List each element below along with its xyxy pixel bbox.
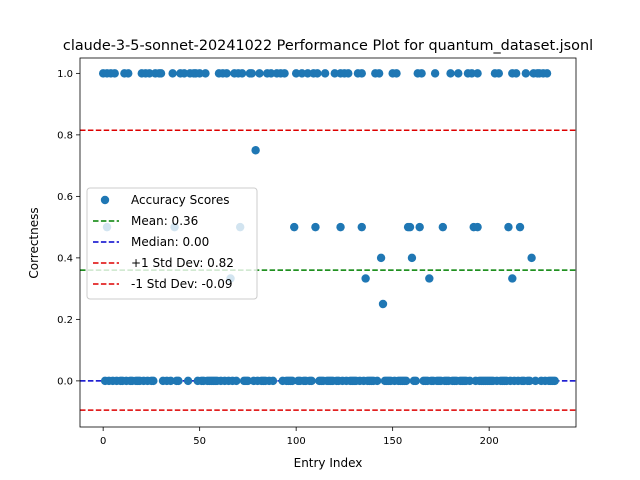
data-point: [195, 69, 204, 78]
x-tick-label: 100: [287, 436, 306, 447]
legend-label: Accuracy Scores: [131, 193, 229, 207]
data-point: [288, 376, 297, 386]
data-points: [98, 69, 559, 386]
data-point: [473, 222, 482, 232]
data-point: [361, 274, 370, 283]
data-point: [180, 69, 189, 78]
plot-frame: [79, 57, 577, 428]
data-point: [174, 376, 183, 386]
legend-label: Median: 0.00: [131, 235, 209, 249]
data-point: [266, 69, 276, 78]
data-point: [237, 69, 247, 78]
data-point: [357, 69, 366, 78]
data-point: [232, 376, 241, 386]
data-point: [473, 69, 482, 78]
data-point: [373, 376, 382, 386]
data-point: [521, 69, 531, 78]
data-point: [465, 376, 475, 386]
data-point: [311, 222, 320, 232]
legend-label: +1 Std Dev: 0.82: [131, 256, 234, 270]
data-point: [303, 69, 312, 78]
data-point: [511, 69, 521, 78]
data-point: [124, 69, 133, 78]
data-point: [415, 222, 424, 232]
y-axis-label: Correctness: [27, 207, 41, 278]
y-tick-label: 0.8: [57, 130, 73, 141]
x-tick-label: 50: [193, 436, 206, 447]
legend-marker: [100, 195, 110, 205]
chart-title: claude-3-5-sonnet-20241022 Performance P…: [63, 38, 593, 54]
data-point: [438, 222, 448, 232]
data-point: [201, 69, 210, 78]
legend: Accuracy Scores Mean: 0.36 Median: 0.00 +1 …: [86, 187, 258, 300]
data-point: [417, 69, 426, 78]
data-point: [336, 222, 345, 232]
legend-label: -1 Std Dev: -0.09: [131, 277, 233, 291]
x-axis-ticks: 0 50 100 150 200: [100, 427, 499, 447]
data-point: [243, 376, 253, 386]
data-point: [467, 69, 476, 78]
x-tick-label: 150: [383, 436, 402, 447]
data-point: [297, 69, 307, 78]
data-point: [183, 376, 193, 386]
data-point: [110, 69, 119, 78]
data-point: [290, 222, 299, 232]
data-point: [357, 222, 366, 232]
data-point: [430, 69, 440, 78]
data-point: [344, 69, 353, 78]
legend-box: [86, 187, 258, 300]
data-point: [407, 253, 417, 263]
y-tick-label: 0.4: [57, 253, 73, 264]
data-point: [376, 253, 386, 263]
data-point: [168, 69, 177, 78]
data-point: [251, 146, 260, 155]
data-point: [307, 376, 316, 386]
data-point: [454, 69, 463, 78]
data-point: [494, 69, 504, 78]
data-point: [411, 376, 421, 386]
data-point: [156, 69, 166, 78]
data-point: [247, 69, 256, 78]
data-point: [378, 299, 388, 309]
data-point: [313, 69, 322, 78]
data-point: [374, 69, 384, 78]
data-point: [149, 376, 158, 386]
data-point: [222, 69, 231, 78]
data-point: [504, 222, 513, 232]
x-axis-label: Entry Index: [294, 456, 363, 470]
data-point: [320, 69, 330, 78]
data-point: [515, 222, 525, 232]
data-point: [425, 274, 434, 283]
data-point: [291, 69, 301, 78]
data-point: [405, 222, 415, 232]
data-point: [145, 69, 154, 78]
data-point: [446, 69, 455, 78]
data-point: [330, 69, 339, 78]
data-point: [550, 376, 559, 386]
data-point: [527, 253, 536, 263]
data-point: [392, 69, 401, 78]
y-tick-label: 0.0: [57, 376, 73, 387]
y-tick-label: 0.2: [57, 315, 73, 326]
data-point: [166, 376, 175, 386]
data-point: [280, 69, 289, 78]
x-tick-label: 0: [100, 436, 106, 447]
data-point: [542, 69, 552, 78]
x-tick-label: 200: [480, 436, 499, 447]
y-axis-ticks: 0.0 0.2 0.4 0.6 0.8 1.0: [57, 69, 80, 387]
data-point: [525, 376, 534, 386]
y-tick-label: 1.0: [57, 69, 73, 80]
y-tick-label: 0.6: [57, 192, 73, 203]
data-point: [268, 376, 278, 386]
data-point: [401, 376, 411, 386]
data-point: [531, 376, 540, 386]
legend-label: Mean: 0.36: [131, 214, 198, 228]
data-point: [508, 274, 517, 283]
data-point: [255, 69, 264, 78]
